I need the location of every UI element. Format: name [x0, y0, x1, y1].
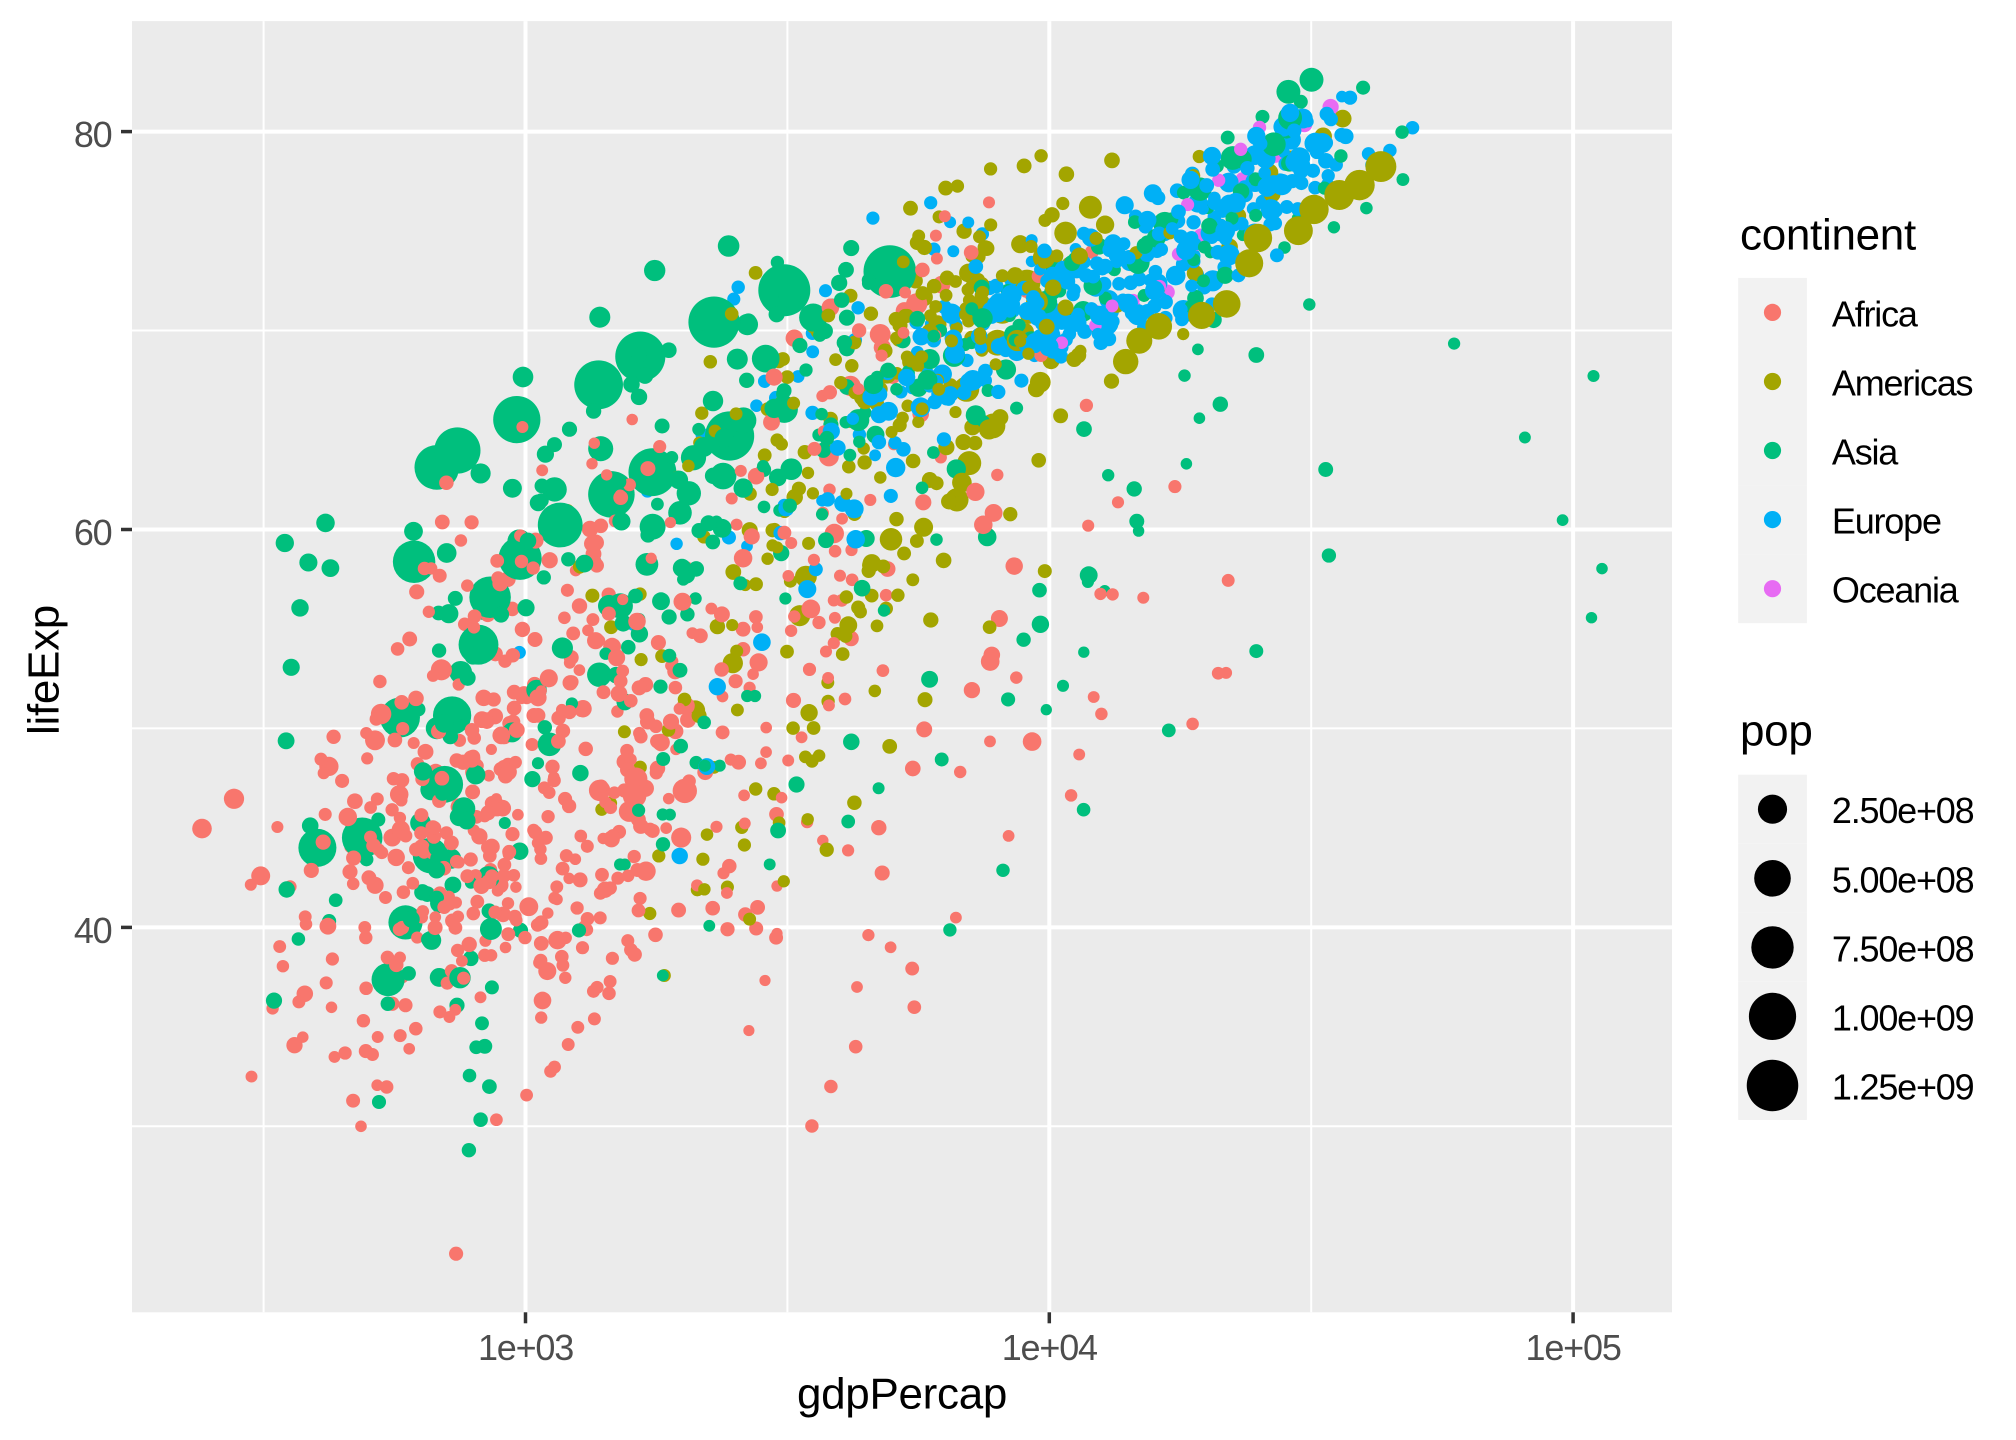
svg-text:Europe: Europe — [1832, 501, 1941, 542]
svg-text:40: 40 — [74, 910, 112, 951]
svg-text:1.25e+09: 1.25e+09 — [1832, 1067, 1974, 1108]
svg-text:7.50e+08: 7.50e+08 — [1832, 928, 1974, 969]
svg-text:pop: pop — [1740, 707, 1813, 756]
svg-text:5.00e+08: 5.00e+08 — [1832, 859, 1974, 900]
svg-text:1e+05: 1e+05 — [1526, 1327, 1621, 1368]
svg-text:gdpPercap: gdpPercap — [797, 1370, 1007, 1419]
svg-text:80: 80 — [74, 114, 112, 155]
svg-text:Asia: Asia — [1832, 432, 1899, 473]
svg-text:continent: continent — [1740, 211, 1916, 260]
svg-text:1.00e+09: 1.00e+09 — [1832, 997, 1974, 1038]
svg-text:1e+04: 1e+04 — [1002, 1327, 1097, 1368]
svg-text:lifeExp: lifeExp — [20, 605, 69, 735]
svg-text:2.50e+08: 2.50e+08 — [1832, 790, 1974, 831]
svg-text:Oceania: Oceania — [1832, 570, 1960, 611]
svg-text:1e+03: 1e+03 — [478, 1327, 573, 1368]
svg-text:60: 60 — [74, 512, 112, 553]
svg-text:Americas: Americas — [1832, 363, 1973, 404]
svg-text:Africa: Africa — [1832, 293, 1919, 334]
